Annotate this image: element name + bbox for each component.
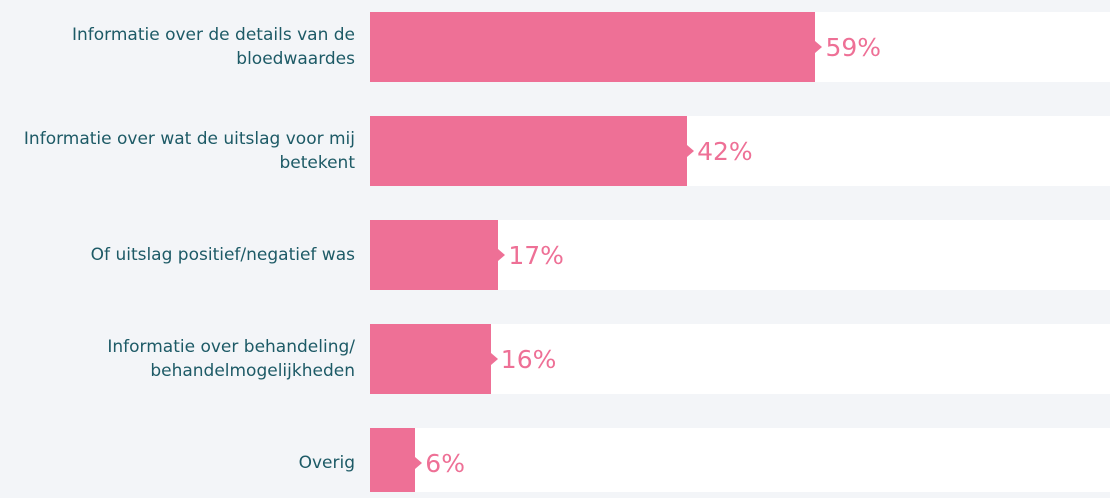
bar-pointer [415, 457, 423, 469]
bar-pointer [498, 249, 506, 261]
bar [370, 324, 491, 394]
bar [370, 116, 688, 186]
value-label: 42% [697, 136, 753, 166]
bar-pointer [490, 353, 498, 365]
value-label: 6% [425, 448, 465, 478]
bar-pointer [815, 41, 823, 53]
category-text: Overig [298, 453, 355, 473]
category-text: Informatie over wat de uitslag voor mij … [23, 129, 355, 173]
row-background [370, 428, 1110, 492]
category-text: Informatie over de details van de bloedw… [71, 25, 355, 69]
category-label: Informatie over behandeling/ behandelmog… [0, 324, 355, 394]
bar [370, 428, 416, 492]
value-label: 59% [825, 32, 882, 62]
value-label: 17% [508, 240, 564, 270]
category-text: Of uitslag positief/negatief was [90, 245, 355, 265]
category-label: Of uitslag positief/negatief was [0, 220, 355, 290]
bar [370, 12, 816, 82]
category-label: Overig [0, 428, 355, 498]
category-label: Informatie over wat de uitslag voor mij … [0, 116, 355, 186]
category-text: Informatie over behandeling/ behandelmog… [107, 337, 355, 381]
bar-pointer [687, 145, 695, 157]
value-label: 16% [500, 344, 557, 374]
category-label: Informatie over de details van de bloedw… [0, 12, 355, 82]
bar [370, 220, 499, 290]
